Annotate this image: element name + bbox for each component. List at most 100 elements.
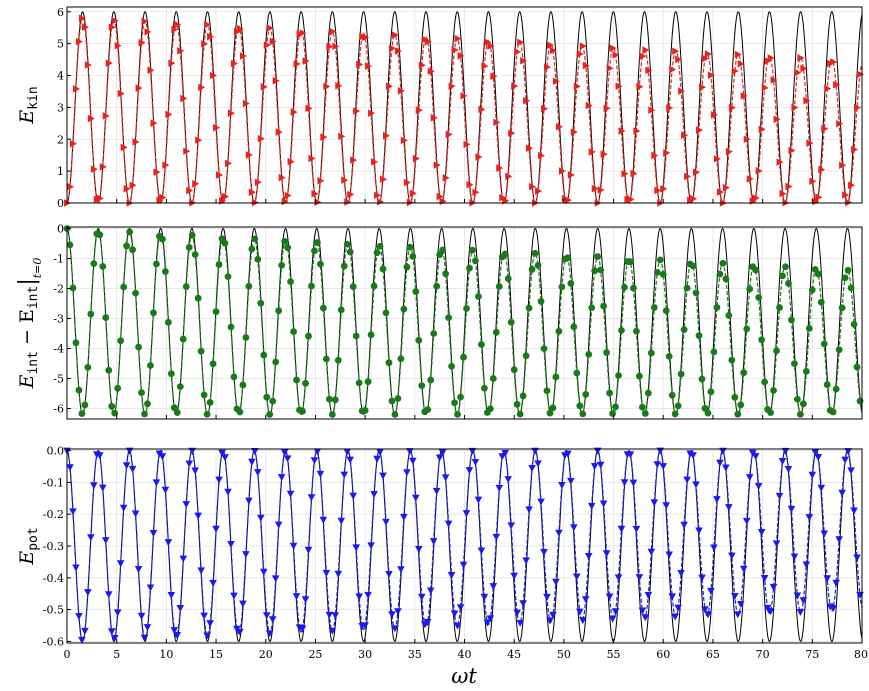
data-point [257,299,265,307]
y-axis-label: Epot [16,527,41,565]
data-point [147,66,155,75]
data-point [162,161,170,169]
data-point [81,627,89,635]
data-point [96,194,104,203]
data-point [117,337,125,345]
data-point [761,84,769,92]
data-point [320,133,328,141]
data-point [81,23,89,31]
data-point [364,378,372,386]
data-point [418,61,426,69]
data-point [69,284,77,292]
data-point [311,190,319,198]
x-tick-label: 45 [507,648,521,661]
data-point [356,60,364,69]
data-point [605,593,614,601]
data-point [668,391,676,399]
data-point [790,553,799,561]
data-point [429,538,438,546]
y-tick-label: -4 [53,343,64,356]
data-point [760,574,769,582]
data-point [823,575,832,583]
data-point [114,41,122,50]
data-point [104,591,113,599]
data-point [755,167,763,175]
y-tick-label: -0.1 [43,476,64,489]
data-point [733,611,742,619]
data-point [259,568,268,576]
data-point [776,304,783,311]
data-point [731,593,739,601]
data-point [409,253,417,260]
x-tick-label: 75 [805,648,819,661]
data-point [254,255,262,263]
data-point [210,71,218,80]
data-point [117,89,125,98]
data-point [374,191,382,200]
data-point [376,448,384,456]
data-point [373,249,381,257]
data-point [540,548,548,556]
data-point [621,170,629,178]
data-point [280,449,289,457]
data-point [511,82,519,90]
data-point [772,540,781,548]
data-point [298,625,307,633]
data-point [683,476,691,484]
data-point [788,316,795,324]
data-point [350,156,358,164]
data-point [549,611,557,619]
data-point [739,565,748,573]
data-point [323,82,331,91]
data-point [441,474,450,482]
data-point [400,513,408,521]
data-point [418,382,426,390]
data-point [832,385,840,393]
data-point [414,546,423,554]
data-point [224,488,232,496]
data-point [608,615,617,623]
data-point [699,83,707,91]
data-point [126,228,134,236]
data-point [451,399,458,407]
data-point [200,612,208,620]
data-point [442,270,450,278]
kinetic-energy-panel: 0 1 2 3 4 5 6 Ekin [16,6,865,210]
data-point [851,145,859,154]
data-point [313,448,322,456]
data-point [329,27,337,36]
data-point [799,597,808,605]
data-point [201,40,209,48]
data-point [671,613,679,621]
data-point [194,294,202,302]
data-point [325,395,333,403]
data-point [344,198,352,206]
data-point [248,188,256,197]
data-point [794,395,801,403]
data-point [572,573,581,581]
data-point [590,463,599,471]
data-point [132,289,139,297]
data-point [481,62,489,70]
data-point [108,23,116,32]
data-point [471,459,480,467]
data-point [853,554,861,562]
data-point [671,410,679,418]
data-point [814,454,823,462]
data-point [66,241,74,249]
data-point [149,529,158,537]
data-point [78,636,86,644]
x-tick-label: 40 [458,648,472,661]
data-point [322,569,331,577]
data-point [645,66,653,75]
data-point [388,44,396,53]
data-point [581,596,590,604]
data-point [854,103,862,112]
data-point [588,304,596,312]
data-point [269,37,277,46]
data-point [289,542,298,550]
data-point [406,243,414,251]
data-point [159,235,166,243]
data-point [251,448,259,456]
data-point [185,460,194,468]
